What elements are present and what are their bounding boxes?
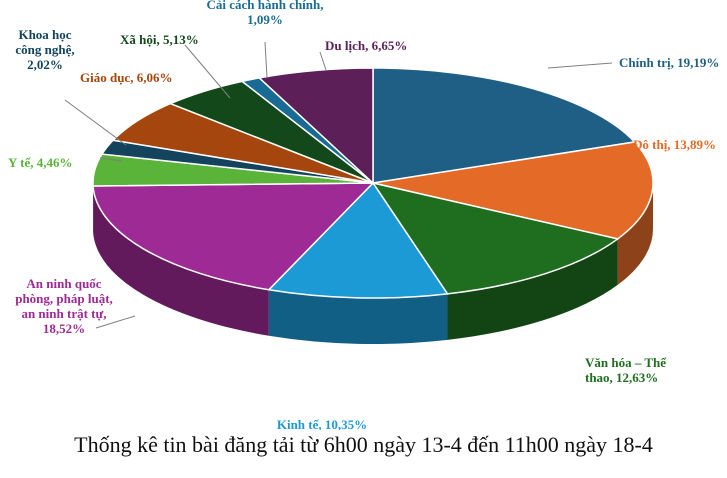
- pie-wall-4: [93, 185, 269, 336]
- slice-label-6-1: công nghệ,: [15, 42, 74, 57]
- slice-label-1-0: Đô thị, 13,89%: [633, 137, 716, 152]
- pie-wall-3: [268, 289, 448, 344]
- pie-slice-3: [267, 181, 449, 299]
- slice-label-2-0: Văn hóa – Thể: [585, 355, 667, 370]
- leader-line-9: [264, 41, 268, 79]
- slice-label-10-0: Du lịch, 6,65%: [325, 38, 407, 53]
- chart-caption: Thống kê tin bài đăng tải từ 6h00 ngày 1…: [74, 432, 653, 457]
- pie-wall-2: [447, 238, 618, 340]
- leader-line-10: [319, 51, 327, 71]
- slice-label-9-0: Cải cách hành chính,: [206, 0, 323, 12]
- slice-label-7-0: Giáo dục, 6,06%: [80, 70, 172, 85]
- slice-label-4-2: an ninh trật tự,: [21, 306, 106, 321]
- slice-label-4-1: phòng, pháp luật,: [15, 291, 113, 306]
- slice-label-6-0: Khoa học: [18, 27, 71, 42]
- pie-slice-2: [371, 181, 620, 295]
- pie-slice-1: [372, 141, 654, 240]
- slice-label-4-0: An ninh quốc: [26, 276, 101, 291]
- leader-line-4: [95, 315, 136, 329]
- pie-slice-0: [372, 67, 637, 184]
- slice-label-2-1: thao, 12,63%: [585, 370, 658, 385]
- slice-label-0-0: Chính trị, 19,19%: [619, 55, 719, 70]
- pie-slice-4: [92, 182, 375, 291]
- leader-line-6: [64, 99, 127, 146]
- pie-slice-10: [257, 67, 374, 185]
- leader-line-5: [99, 157, 123, 162]
- slice-label-4-3: 18,52%: [43, 321, 85, 336]
- slice-label-6-2: 2,02%: [27, 57, 63, 72]
- pie-wall-1: [617, 183, 653, 285]
- slice-label-8-0: Xã hội, 5,13%: [120, 32, 199, 47]
- slice-label-9-1: 1,09%: [247, 12, 283, 27]
- leader-line-8: [184, 44, 231, 99]
- pie-chart-svg: Chính trị, 19,19% Đô thị, 13,89% Văn hóa –…: [8, 0, 719, 430]
- slice-label-3-0: Kinh tế, 10,35%: [277, 417, 367, 430]
- pie-top-faces: [92, 67, 654, 299]
- pie-side-walls: [93, 183, 653, 344]
- leader-line-0: [547, 62, 613, 69]
- slice-label-5-0: Y tế, 4,46%: [8, 155, 73, 170]
